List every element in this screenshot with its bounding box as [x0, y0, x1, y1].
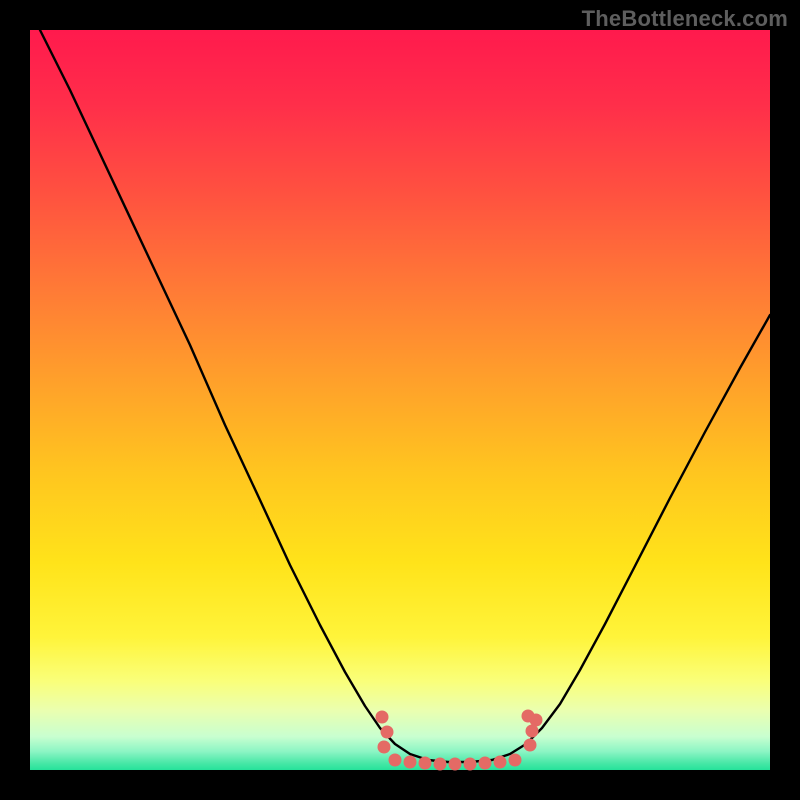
bottleneck-chart	[0, 0, 800, 800]
marker-dot	[381, 726, 394, 739]
marker-dot	[376, 711, 389, 724]
marker-dot	[378, 741, 391, 754]
marker-dot	[419, 757, 432, 770]
marker-dot	[464, 758, 477, 771]
marker-dot	[449, 758, 462, 771]
marker-dot	[509, 754, 522, 767]
marker-dot	[404, 756, 417, 769]
marker-dot	[389, 754, 402, 767]
plot-background	[30, 30, 770, 770]
marker-dot	[479, 757, 492, 770]
marker-dot	[530, 714, 543, 727]
watermark-text: TheBottleneck.com	[582, 6, 788, 32]
marker-dot	[524, 739, 537, 752]
marker-dot	[434, 758, 447, 771]
marker-dot	[494, 756, 507, 769]
chart-container: TheBottleneck.com	[0, 0, 800, 800]
